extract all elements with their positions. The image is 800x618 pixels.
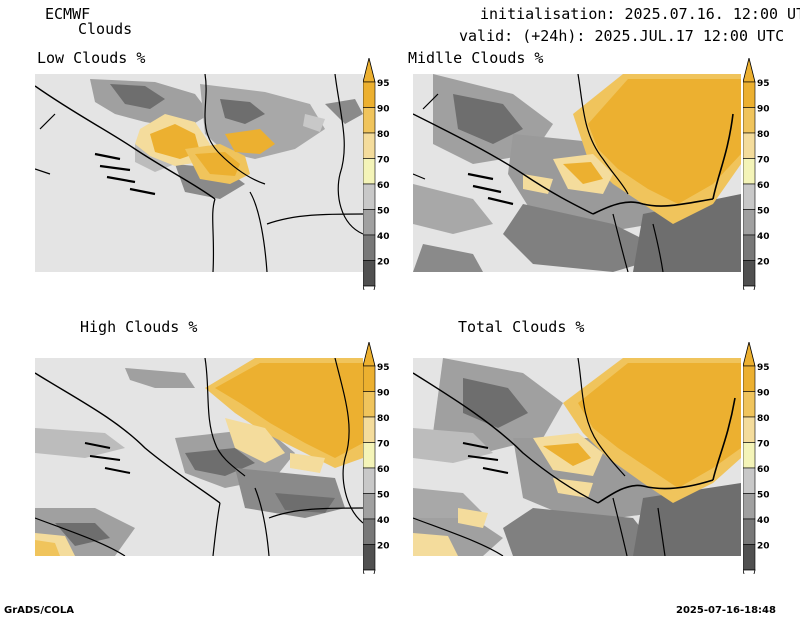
colorbar-tick-label: 80	[757, 414, 770, 424]
colorbar-swatch	[743, 81, 756, 108]
colorbar-top-right: 95 90 80 70 60 50 40 20	[743, 58, 783, 290]
colorbar-tick-label: 80	[757, 130, 770, 140]
colorbar-tick-label: 50	[757, 207, 770, 217]
colorbar-graphic: 95 90 80 70 60 50 40 20	[363, 342, 390, 574]
colorbar-tick-label: 90	[377, 389, 390, 399]
colorbar-swatch	[363, 518, 376, 545]
footer-software: GrADS/COLA	[4, 605, 74, 616]
colorbar-under-triangle	[363, 569, 376, 574]
colorbar-tick-label: 80	[377, 414, 390, 424]
colorbar-tick-label: 90	[757, 105, 770, 115]
colorbar-swatch	[743, 234, 756, 261]
colorbar-swatch	[743, 183, 756, 210]
colorbar-tick-label: 80	[377, 130, 390, 140]
colorbar-tick-label: 40	[757, 516, 770, 526]
colorbar-over-triangle	[363, 58, 376, 83]
colorbar-bottom-left: 95 90 80 70 60 50 40 20	[363, 342, 403, 574]
colorbar-swatch	[363, 234, 376, 261]
colorbar-swatch	[363, 442, 376, 469]
map-panel-low-clouds	[35, 74, 363, 272]
colorbar-swatch	[363, 260, 376, 287]
colorbar-swatch	[363, 132, 376, 159]
colorbar-tick-label: 20	[757, 258, 770, 268]
colorbar-tick-label: 70	[377, 156, 390, 166]
colorbar-swatch	[363, 158, 376, 185]
colorbar-tick-label: 40	[377, 232, 390, 242]
colorbar-tick-label: 60	[757, 181, 770, 191]
product-name: Clouds	[78, 20, 133, 38]
colorbar-swatch	[743, 209, 756, 236]
total-clouds-map	[413, 358, 741, 556]
colorbar-tick-label: 60	[377, 465, 390, 475]
colorbar-tick-label: 40	[377, 516, 390, 526]
model-name: ECMWF	[45, 5, 91, 23]
colorbar-swatch	[743, 158, 756, 185]
colorbar-graphic: 95 90 80 70 60 50 40 20	[363, 58, 390, 290]
colorbar-swatch	[743, 260, 756, 287]
colorbar-tick-label: 20	[377, 542, 390, 552]
map-panel-high-clouds	[35, 358, 363, 556]
colorbar-swatch	[743, 442, 756, 469]
low-clouds-map	[35, 74, 363, 272]
colorbar-swatch	[363, 209, 376, 236]
colorbar-tick-label: 50	[377, 491, 390, 501]
colorbar-tick-label: 95	[757, 363, 770, 373]
colorbar-under-triangle	[743, 569, 756, 574]
panel-title-total: Total Clouds %	[458, 318, 585, 336]
colorbar-tick-label: 40	[757, 232, 770, 242]
middle-clouds-map	[413, 74, 741, 272]
colorbar-tick-label: 70	[377, 440, 390, 450]
colorbar-tick-label: 90	[377, 105, 390, 115]
colorbar-over-triangle	[743, 342, 756, 367]
colorbar-swatch	[743, 391, 756, 418]
colorbar-swatch	[743, 107, 756, 134]
colorbar-graphic: 95 90 80 70 60 50 40 20	[743, 58, 770, 290]
colorbar-tick-label: 50	[377, 207, 390, 217]
high-clouds-map	[35, 358, 363, 556]
colorbar-swatch	[363, 107, 376, 134]
colorbar-swatch	[743, 493, 756, 520]
colorbar-bottom-right: 95 90 80 70 60 50 40 20	[743, 342, 783, 574]
colorbar-tick-label: 95	[377, 79, 390, 89]
colorbar-swatch	[743, 416, 756, 443]
colorbar-tick-label: 60	[377, 181, 390, 191]
colorbar-swatch	[363, 416, 376, 443]
colorbar-tick-label: 70	[757, 156, 770, 166]
map-panel-middle-clouds	[413, 74, 741, 272]
footer-timestamp: 2025-07-16-18:48	[676, 605, 776, 616]
colorbar-over-triangle	[363, 342, 376, 367]
colorbar-tick-label: 50	[757, 491, 770, 501]
colorbar-tick-label: 60	[757, 465, 770, 475]
colorbar-swatch	[743, 544, 756, 571]
colorbar-swatch	[363, 183, 376, 210]
colorbar-swatch	[363, 493, 376, 520]
colorbar-swatch	[363, 544, 376, 571]
colorbar-tick-label: 20	[377, 258, 390, 268]
colorbar-swatch	[363, 467, 376, 494]
valid-time: valid: (+24h): 2025.JUL.17 12:00 UTC	[459, 27, 785, 45]
colorbar-swatch	[363, 391, 376, 418]
map-panel-total-clouds	[413, 358, 741, 556]
colorbar-swatch	[363, 365, 376, 392]
colorbar-under-triangle	[743, 285, 756, 290]
colorbar-over-triangle	[743, 58, 756, 83]
colorbar-swatch	[743, 132, 756, 159]
panel-title-low: Low Clouds %	[37, 49, 146, 67]
colorbar-swatch	[743, 518, 756, 545]
colorbar-under-triangle	[363, 285, 376, 290]
panel-title-high: High Clouds %	[80, 318, 198, 336]
colorbar-swatch	[743, 365, 756, 392]
colorbar-graphic: 95 90 80 70 60 50 40 20	[743, 342, 770, 574]
panel-title-middle: Midlle Clouds %	[408, 49, 544, 67]
colorbar-swatch	[363, 81, 376, 108]
colorbar-tick-label: 70	[757, 440, 770, 450]
colorbar-tick-label: 95	[377, 363, 390, 373]
colorbar-top-left: 95 90 80 70 60 50 40 20	[363, 58, 403, 290]
colorbar-tick-label: 95	[757, 79, 770, 89]
colorbar-tick-label: 20	[757, 542, 770, 552]
colorbar-swatch	[743, 467, 756, 494]
initialisation-time: initialisation: 2025.07.16. 12:00 UTC	[480, 5, 800, 23]
colorbar-tick-label: 90	[757, 389, 770, 399]
